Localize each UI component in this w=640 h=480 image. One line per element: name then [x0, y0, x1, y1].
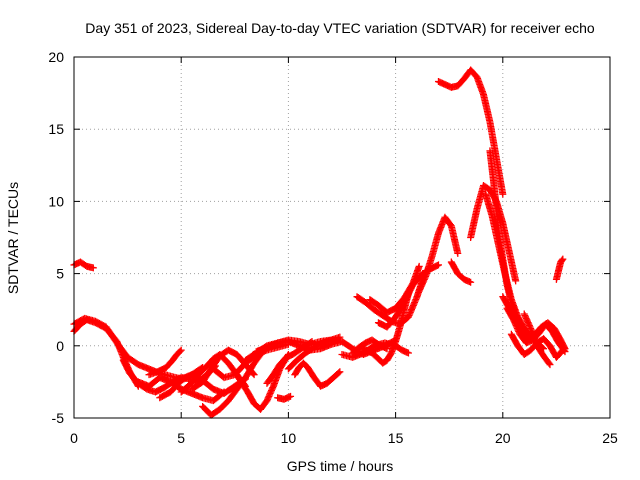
series-track-c — [70, 314, 207, 383]
axis-ticks: 0 5 10 15 20 25 -5 0 5 10 15 20 — [48, 49, 618, 446]
data-point — [545, 359, 553, 367]
data-point — [336, 368, 344, 376]
series-track-aa — [447, 258, 475, 286]
x-tick-label: 25 — [602, 430, 618, 446]
y-tick-label: 5 — [56, 266, 64, 282]
data-point — [467, 278, 475, 286]
data-point — [383, 345, 391, 353]
data-point — [546, 361, 554, 369]
y-tick-label: 0 — [56, 338, 64, 354]
data-point — [415, 262, 423, 270]
data-point — [89, 264, 97, 272]
data-point — [404, 349, 412, 357]
series-track-q — [274, 392, 295, 403]
x-tick-label: 0 — [70, 430, 78, 446]
y-axis-label: SDTVAR / TECUs — [5, 182, 21, 294]
data-point — [558, 256, 566, 264]
series-track-o — [263, 337, 316, 387]
series-track-bb — [434, 66, 507, 198]
data-points — [70, 66, 569, 419]
data-point — [559, 255, 567, 263]
y-tick-label: 10 — [48, 193, 64, 209]
y-tick-label: -5 — [52, 410, 65, 426]
x-tick-label: 15 — [388, 430, 404, 446]
series-track-jj — [552, 255, 567, 283]
data-point — [454, 249, 462, 257]
data-point — [559, 346, 567, 354]
plot-frame — [73, 56, 611, 419]
data-point — [335, 369, 343, 377]
data-point — [558, 347, 566, 355]
x-tick-label: 20 — [495, 430, 511, 446]
data-point — [499, 190, 507, 198]
series-track-r — [291, 359, 344, 390]
y-tick-label: 20 — [48, 49, 64, 65]
x-tick-label: 10 — [281, 430, 297, 446]
series-track-g — [145, 346, 185, 379]
data-point — [250, 371, 258, 379]
series-track-ii — [520, 310, 554, 369]
y-tick-label: 15 — [48, 121, 64, 137]
series-track-dd — [467, 182, 520, 285]
data-point — [434, 261, 442, 269]
series-track-v — [349, 336, 391, 357]
series-track-n — [252, 337, 346, 356]
data-point — [512, 277, 520, 285]
chart-title: Day 351 of 2023, Sidereal Day-to-day VTE… — [85, 20, 595, 36]
x-tick-label: 5 — [177, 430, 185, 446]
x-axis-label: GPS time / hours — [287, 458, 394, 474]
data-point — [176, 347, 184, 355]
series-track-z — [415, 213, 462, 295]
data-point — [177, 346, 185, 354]
data-point — [287, 392, 295, 400]
grid-lines — [74, 57, 610, 418]
